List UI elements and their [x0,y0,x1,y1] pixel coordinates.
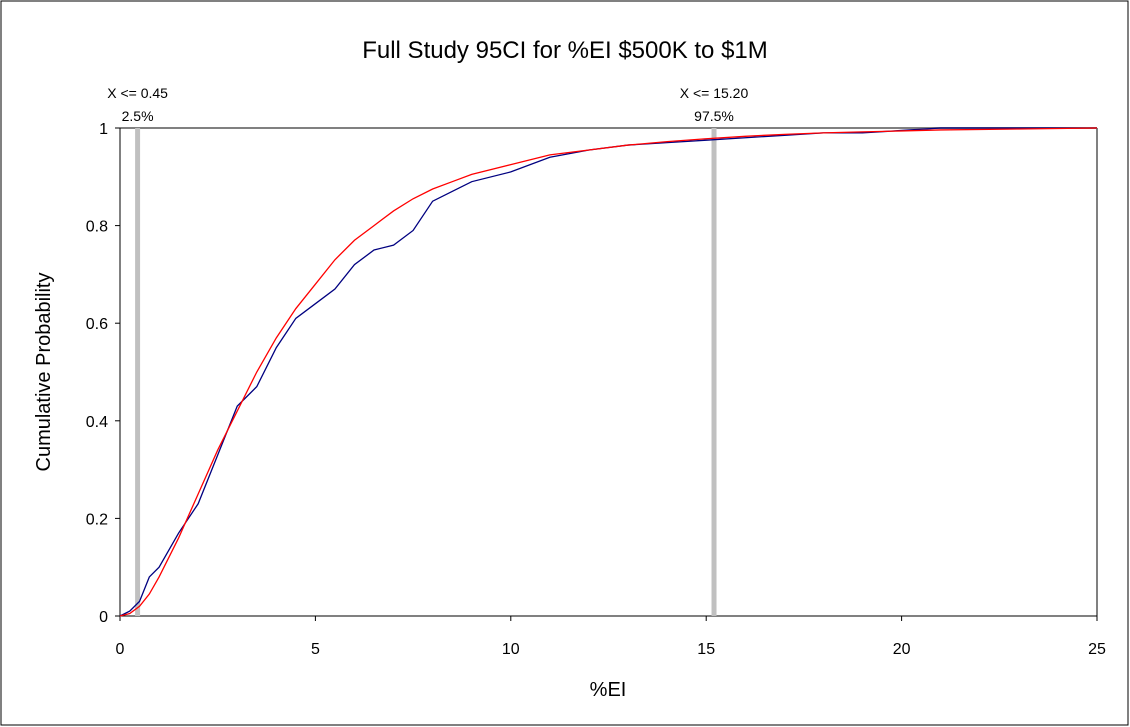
marker-probability-label: 2.5% [122,108,154,124]
marker-probability-label: 97.5% [694,108,734,124]
y-axis-label: Cumulative Probability [33,273,55,472]
y-tick-label: 0 [99,609,108,626]
y-tick-label: 0.4 [86,414,108,431]
x-tick-label: 20 [893,641,911,658]
x-axis-label: %EI [590,679,627,701]
y-tick-label: 0.6 [86,316,108,333]
chart-title: Full Study 95CI for %EI $500K to $1M [362,37,768,64]
marker-label: X <= 0.45 [107,85,168,101]
marker-label: X <= 15.20 [680,85,749,101]
x-tick-label: 15 [697,641,715,658]
x-tick-label: 5 [311,641,320,658]
cdf-line [119,127,1098,617]
y-tick-label: 0.2 [86,511,108,528]
x-tick-label: 25 [1088,641,1106,658]
y-tick-label: 0.8 [86,219,108,236]
x-tick-label: 10 [502,641,520,658]
x-tick-label: 0 [116,641,125,658]
cdf-line [119,127,1097,617]
y-tick-label: 1 [99,121,108,138]
